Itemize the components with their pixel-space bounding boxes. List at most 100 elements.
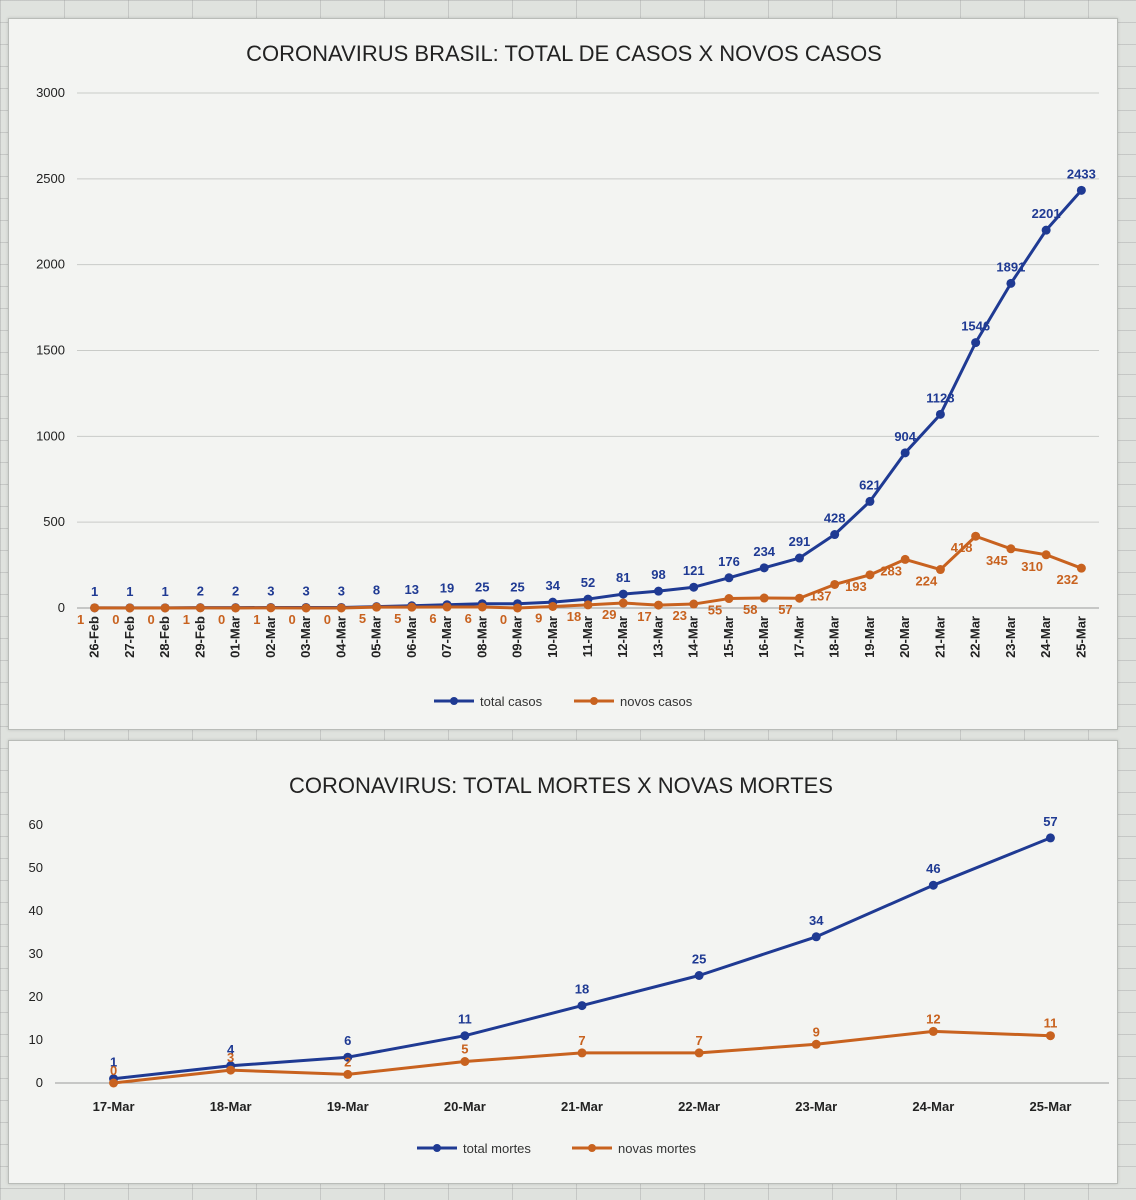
data-label-total-casos: 1546 <box>961 319 990 334</box>
data-label-novas-mortes: 2 <box>344 1054 351 1069</box>
data-point-novos-casos <box>900 554 910 564</box>
data-point-novos-casos <box>724 594 734 604</box>
data-label-novos-casos: 0 <box>324 612 331 627</box>
chart-casos[interactable]: CORONAVIRUS BRASIL: TOTAL DE CASOS X NOV… <box>8 18 1118 730</box>
data-point-total-casos <box>935 409 945 419</box>
data-point-novos-casos <box>1076 563 1086 573</box>
legend-marker-total-casos <box>450 697 458 705</box>
data-label-total-casos: 3 <box>338 583 345 598</box>
data-point-total-mortes <box>694 971 704 980</box>
legend-marker-novos-casos <box>590 697 598 705</box>
y-tick-label: 10 <box>29 1032 43 1047</box>
data-label-novos-casos: 224 <box>916 574 938 589</box>
data-label-novos-casos: 193 <box>845 579 867 594</box>
data-point-novos-casos <box>90 603 100 613</box>
data-point-novas-mortes <box>109 1078 119 1088</box>
data-label-total-casos: 291 <box>789 534 811 549</box>
data-label-novos-casos: 1 <box>183 612 190 627</box>
data-point-total-mortes <box>1045 833 1055 843</box>
chart-title: CORONAVIRUS: TOTAL MORTES X NOVAS MORTES <box>289 773 833 798</box>
x-tick-label: 19-Mar <box>862 616 877 658</box>
data-label-novos-casos: 5 <box>394 611 401 626</box>
data-label-novos-casos: 1 <box>253 612 260 627</box>
legend-label-novas-mortes: novas mortes <box>618 1141 697 1156</box>
data-point-novos-casos <box>1041 550 1051 560</box>
y-tick-label: 1500 <box>36 343 65 358</box>
chart-casos-svg: CORONAVIRUS BRASIL: TOTAL DE CASOS X NOV… <box>36 41 1099 709</box>
data-label-total-mortes: 11 <box>458 1012 472 1027</box>
data-point-novos-casos <box>759 593 769 603</box>
data-point-novos-casos <box>160 603 170 613</box>
chart-mortes[interactable]: CORONAVIRUS: TOTAL MORTES X NOVAS MORTES… <box>8 740 1118 1184</box>
data-point-novos-casos <box>689 599 699 609</box>
x-tick-label: 05-Mar <box>369 616 384 658</box>
data-label-novos-casos: 58 <box>743 602 757 617</box>
data-point-novos-casos <box>830 579 840 589</box>
y-tick-label: 50 <box>29 860 43 875</box>
data-point-total-casos <box>689 582 699 592</box>
y-tick-label: 3000 <box>36 85 65 100</box>
x-tick-label: 13-Mar <box>650 616 665 658</box>
data-label-novas-mortes: 7 <box>578 1033 585 1048</box>
data-label-total-casos: 621 <box>859 477 881 492</box>
x-tick-label: 15-Mar <box>721 616 736 658</box>
data-point-novas-mortes <box>811 1039 821 1049</box>
x-tick-label: 18-Mar <box>210 1099 252 1114</box>
data-label-novas-mortes: 0 <box>110 1063 117 1078</box>
data-label-novos-casos: 6 <box>429 611 436 626</box>
y-tick-label: 60 <box>29 817 43 832</box>
x-tick-label: 01-Mar <box>228 616 243 658</box>
x-tick-label: 14-Mar <box>686 616 701 658</box>
data-label-total-casos: 904 <box>894 429 916 444</box>
data-point-total-mortes <box>343 1052 353 1062</box>
x-tick-label: 23-Mar <box>1003 616 1018 658</box>
data-label-novos-casos: 9 <box>535 610 542 625</box>
data-point-total-casos <box>653 586 663 596</box>
data-label-total-mortes: 57 <box>1043 814 1057 829</box>
data-label-novas-mortes: 11 <box>1044 1016 1058 1031</box>
legend-label-total-casos: total casos <box>480 694 543 709</box>
data-label-novas-mortes: 12 <box>926 1011 940 1026</box>
data-point-novas-mortes <box>694 1048 704 1058</box>
data-point-total-casos <box>618 589 628 599</box>
x-tick-label: 17-Mar <box>791 616 806 658</box>
x-tick-label: 24-Mar <box>912 1099 954 1114</box>
data-point-novas-mortes <box>1045 1031 1055 1041</box>
y-tick-label: 40 <box>29 903 43 918</box>
data-label-total-casos: 3 <box>267 583 274 598</box>
data-point-novos-casos <box>442 602 452 612</box>
data-label-novos-casos: 0 <box>288 612 295 627</box>
x-tick-label: 23-Mar <box>795 1099 837 1114</box>
data-point-novas-mortes <box>460 1057 470 1066</box>
data-point-novos-casos <box>1006 544 1016 554</box>
data-label-total-mortes: 46 <box>926 861 940 876</box>
x-tick-label: 09-Mar <box>510 616 525 658</box>
x-tick-label: 20-Mar <box>897 616 912 658</box>
data-label-total-casos: 1 <box>161 584 168 599</box>
data-label-novas-mortes: 7 <box>695 1033 702 1048</box>
data-label-novas-mortes: 5 <box>461 1042 468 1057</box>
data-point-total-casos <box>830 530 840 540</box>
legend-label-total-mortes: total mortes <box>463 1141 531 1156</box>
data-label-total-casos: 2 <box>197 584 204 599</box>
y-tick-label: 2000 <box>36 257 65 272</box>
data-point-novos-casos <box>583 600 593 610</box>
x-tick-label: 08-Mar <box>474 616 489 658</box>
data-point-novos-casos <box>653 600 663 610</box>
data-label-total-casos: 25 <box>475 580 489 595</box>
data-point-total-casos <box>900 448 910 458</box>
data-label-total-casos: 81 <box>616 570 630 585</box>
data-label-total-casos: 2 <box>232 584 239 599</box>
chart-mortes-svg: CORONAVIRUS: TOTAL MORTES X NOVAS MORTES… <box>29 773 1109 1156</box>
data-point-novas-mortes <box>577 1048 587 1058</box>
data-label-total-casos: 1 <box>91 584 98 599</box>
data-label-novos-casos: 0 <box>112 612 119 627</box>
data-label-total-mortes: 34 <box>809 913 824 928</box>
data-label-total-casos: 428 <box>824 511 846 526</box>
data-label-total-casos: 52 <box>581 575 595 590</box>
data-label-total-casos: 13 <box>405 582 419 597</box>
data-label-total-mortes: 25 <box>692 952 706 967</box>
data-point-total-mortes <box>811 932 821 942</box>
data-point-total-casos <box>1006 278 1016 288</box>
data-label-total-casos: 25 <box>510 580 524 595</box>
